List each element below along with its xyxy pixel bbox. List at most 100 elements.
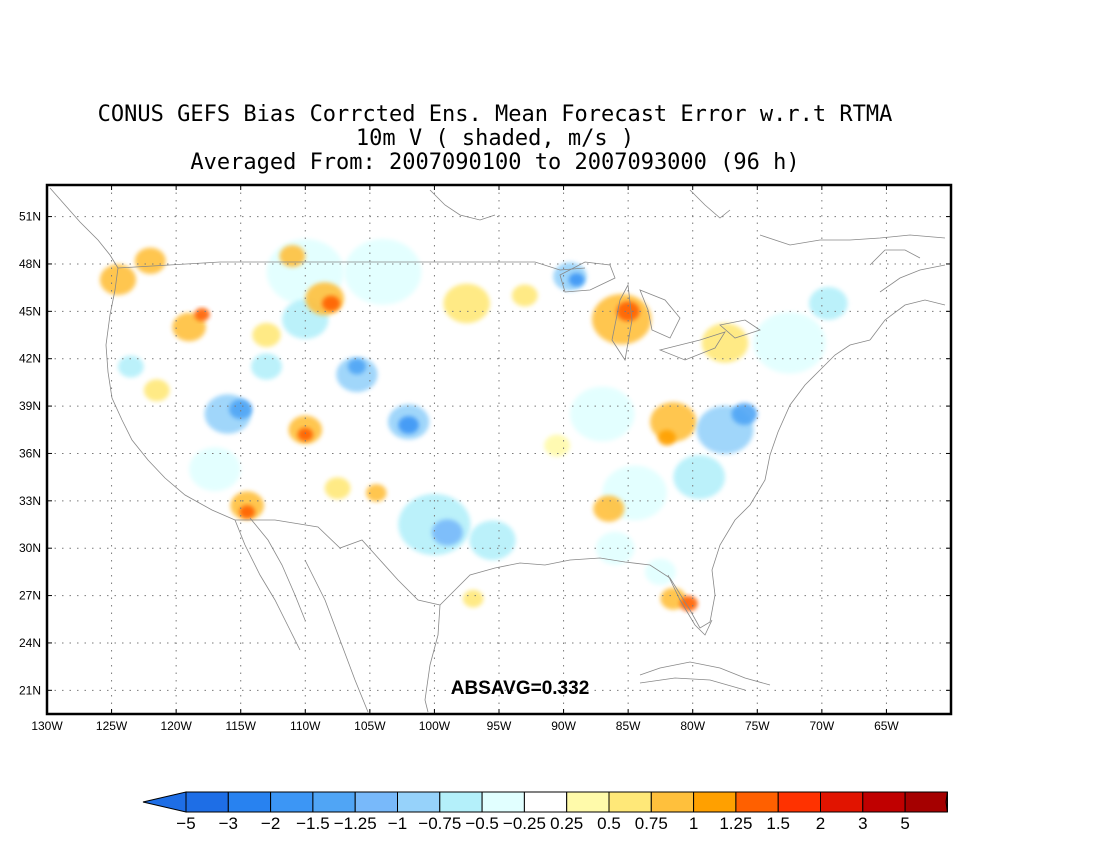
- colorbar-label: −0.75: [418, 814, 461, 833]
- error-patch: [347, 358, 366, 375]
- latitude-labels: 51N 48N 45N 42N 39N 36N 33N 30N 27N 24N 21N: [19, 210, 41, 698]
- lat-tick-label: 30N: [19, 541, 41, 555]
- lon-tick-label: 70W: [810, 719, 835, 733]
- lat-lon-gridlines: [47, 185, 951, 714]
- lon-tick-label: 130W: [31, 719, 63, 733]
- lon-tick-label: 120W: [160, 719, 192, 733]
- colorbar-label: −0.5: [465, 814, 499, 833]
- colorbar-swatch: [650, 791, 695, 813]
- lon-tick-label: 95W: [487, 719, 512, 733]
- colorbar-over-arrow: [945, 791, 948, 813]
- error-patch: [99, 264, 137, 296]
- colorbar-swatch: [820, 791, 864, 813]
- error-patch: [511, 284, 538, 307]
- error-patch: [336, 356, 378, 393]
- error-patch: [251, 353, 282, 380]
- colorbar-label: 1.25: [719, 814, 752, 833]
- colorbar-label: −1.5: [296, 814, 330, 833]
- error-patch: [117, 355, 144, 378]
- lon-tick-label: 80W: [680, 719, 705, 733]
- lon-tick-label: 110W: [290, 719, 321, 733]
- lat-tick-label: 42N: [19, 352, 41, 366]
- error-patch: [616, 301, 640, 322]
- colorbar-swatch: [227, 791, 272, 813]
- error-patch: [657, 430, 676, 446]
- error-patch: [731, 403, 758, 425]
- error-patch: [252, 322, 281, 348]
- error-patch: [322, 295, 341, 312]
- colorbar-swatch: [862, 791, 906, 813]
- lat-tick-label: 51N: [19, 210, 41, 224]
- error-patch: [134, 247, 166, 274]
- colorbar-swatch: [481, 791, 525, 813]
- lat-tick-label: 45N: [19, 304, 41, 318]
- error-patch: [239, 505, 255, 519]
- error-patch: [469, 520, 516, 561]
- error-patch: [344, 239, 422, 305]
- colorbar-swatch: [735, 791, 779, 813]
- error-patch: [297, 427, 313, 442]
- colorbar-labels: −5 −3 −2 −1.5 −1.25 −1 −0.75 −0.5 −0.25 0.25 0.5 0.…: [176, 814, 910, 833]
- lon-tick-label: 115W: [225, 719, 256, 733]
- error-patch: [189, 447, 241, 492]
- lon-tick-label: 125W: [96, 719, 128, 733]
- shaded-error-field: [99, 239, 848, 612]
- colorbar-label: −1: [388, 814, 407, 833]
- error-patch: [431, 519, 463, 546]
- error-patch: [673, 455, 725, 500]
- error-patch: [595, 531, 635, 565]
- error-patch: [172, 312, 206, 342]
- colorbar-label: −1.25: [334, 814, 377, 833]
- lon-tick-label: 65W: [874, 719, 899, 733]
- colorbar-swatch: [904, 791, 948, 813]
- colorbar-label: −5: [176, 814, 195, 833]
- lat-tick-label: 48N: [19, 257, 41, 271]
- colorbar-under-arrow: [142, 791, 187, 813]
- error-patch: [229, 399, 253, 420]
- lon-tick-label: 100W: [419, 719, 451, 733]
- lon-tick-label: 90W: [551, 719, 576, 733]
- colorbar-label: −2: [261, 814, 280, 833]
- colorbar-swatch: [566, 791, 610, 813]
- lat-tick-label: 24N: [19, 636, 41, 650]
- colorbar-label: 0.25: [550, 814, 583, 833]
- lon-tick-label: 105W: [354, 719, 386, 733]
- error-patch: [568, 273, 585, 287]
- error-patch: [570, 386, 635, 442]
- lon-tick-label: 75W: [745, 719, 770, 733]
- colorbar-swatch: [354, 791, 399, 813]
- error-patch: [443, 283, 490, 324]
- chart-title-line-2: 10m V ( shaded, m/s ): [355, 126, 635, 151]
- lat-tick-label: 33N: [19, 494, 41, 508]
- colorbar-label: 5: [900, 814, 909, 833]
- colorbar-label: 1.5: [766, 814, 790, 833]
- colorbar-label: 3: [858, 814, 867, 833]
- lat-tick-label: 39N: [19, 399, 41, 413]
- colorbar: [142, 791, 948, 813]
- error-patch: [279, 245, 306, 268]
- error-patch: [143, 379, 170, 402]
- absavg-annotation: ABSAVG=0.332: [451, 678, 590, 699]
- colorbar-swatch: [270, 791, 314, 813]
- colorbar-label: 2: [816, 814, 825, 833]
- error-patch: [808, 286, 848, 320]
- colorbar-swatch: [693, 791, 737, 813]
- colorbar-label: 0.5: [597, 814, 621, 833]
- colorbar-swatch: [523, 791, 568, 813]
- error-patch: [753, 312, 826, 374]
- lon-tick-label: 85W: [616, 719, 641, 733]
- colorbar-swatch: [777, 791, 822, 813]
- colorbar-label: 1: [689, 814, 698, 833]
- error-patch: [462, 589, 484, 608]
- lat-tick-label: 21N: [19, 683, 41, 697]
- coastlines-and-borders: [49, 187, 946, 713]
- colorbar-label: −3: [219, 814, 238, 833]
- colorbar-swatch: [312, 791, 356, 813]
- error-patch: [398, 416, 419, 434]
- colorbar-swatch: [185, 791, 229, 813]
- colorbar-label: 0.75: [635, 814, 668, 833]
- error-patch: [701, 323, 749, 363]
- chart-title-line-3: Averaged From: 2007090100 to 2007093000 …: [190, 150, 800, 175]
- lat-tick-label: 27N: [19, 589, 41, 603]
